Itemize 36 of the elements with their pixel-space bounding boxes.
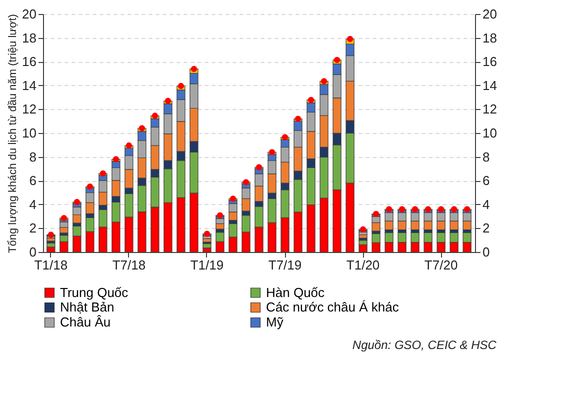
y2-tick-label: 8 <box>482 149 490 164</box>
y-tick-label: 14 <box>22 78 36 93</box>
y2-tick-label: 12 <box>482 102 497 117</box>
y-tick-label: 6 <box>29 173 36 188</box>
y-tick-label: 8 <box>29 149 36 164</box>
y-tick-label: 16 <box>22 54 36 70</box>
y2-tick-label: 2 <box>482 220 490 236</box>
x-tick-label: T7/19 <box>268 258 302 272</box>
legend-label: Hàn Quốc <box>266 284 326 300</box>
y-tick-label: 12 <box>22 102 36 117</box>
y2-tick-label: 4 <box>482 196 490 212</box>
legend-label: Mỹ <box>266 314 284 330</box>
y2-tick-label: 16 <box>482 54 497 70</box>
y-tick-label: 4 <box>29 196 36 212</box>
y-tick-label: 10 <box>22 126 36 140</box>
y2-tick-label: 6 <box>482 173 490 188</box>
legend-label: Châu Âu <box>60 314 111 330</box>
legend-label: Trung Quốc <box>60 284 129 300</box>
y-axis-title: Tổng lượng khách du lịch từ đầu năm (triệu lượt) <box>7 14 20 253</box>
legend-label: Nhật Bản <box>60 300 114 314</box>
y-tick-label: 18 <box>22 30 36 46</box>
y2-tick-label: 20 <box>482 6 497 22</box>
x-tick-label: T1/20 <box>346 258 380 272</box>
x-tick-label: T1/19 <box>190 258 224 272</box>
x-tick-label: T7/18 <box>112 258 146 272</box>
y2-tick-label: 18 <box>482 30 497 46</box>
text: Nguồn: GSO, CEIC & HSC <box>352 338 497 352</box>
x-tick-label: T1/18 <box>34 258 68 272</box>
legend-label: Các nước châu Á khác <box>266 300 400 314</box>
y-tick-label: 2 <box>29 220 36 236</box>
x-tick-label: T7/20 <box>424 258 458 272</box>
y2-tick-label: 0 <box>482 244 490 260</box>
y2-tick-label: 14 <box>482 78 497 93</box>
y-tick-label: 20 <box>22 6 36 22</box>
y2-tick-label: 10 <box>482 126 497 140</box>
y-tick-label: 0 <box>29 244 36 260</box>
